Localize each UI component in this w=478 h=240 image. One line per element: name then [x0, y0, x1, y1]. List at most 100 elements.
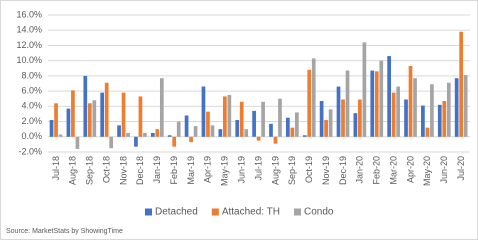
bar [54, 103, 58, 137]
bar [324, 120, 328, 137]
bar [425, 127, 430, 137]
bar [159, 78, 164, 137]
bar [143, 132, 147, 137]
legend-label: Attached: TH [222, 207, 280, 218]
bar [184, 115, 189, 137]
x-tick-label: Jan-20 [355, 156, 365, 184]
x-tick-label: Jul-20 [456, 156, 466, 181]
bar [413, 78, 417, 137]
x-tick-label: Oct-19 [304, 156, 314, 183]
legend-swatch [145, 208, 152, 216]
y-tick-label: 4.0% [21, 101, 42, 111]
bar [442, 101, 447, 137]
bar [256, 136, 261, 141]
bar [437, 104, 442, 137]
bar [155, 129, 160, 137]
bar [362, 42, 367, 137]
bar [261, 101, 265, 137]
bar [396, 86, 400, 137]
bar [87, 103, 92, 137]
bar [328, 109, 333, 137]
bar [408, 65, 413, 137]
bar [430, 84, 434, 137]
bar [75, 136, 80, 149]
bar [319, 101, 324, 137]
bar [210, 125, 215, 137]
x-tick-label: Jul-18 [51, 156, 61, 181]
bar [269, 123, 273, 137]
bar [92, 100, 97, 137]
bar [421, 105, 425, 137]
bar [244, 129, 249, 137]
x-tick-label: Apr-20 [405, 156, 415, 183]
bar [345, 70, 350, 137]
bar [206, 111, 210, 137]
bar [222, 96, 227, 137]
x-tick-label: Nov-19 [321, 156, 331, 185]
bar [387, 56, 391, 137]
x-tick-label: Jan-19 [152, 156, 162, 184]
x-tick-label: Nov-18 [118, 156, 128, 185]
bar [117, 125, 121, 137]
bar [252, 110, 256, 137]
bar [104, 82, 109, 137]
y-tick-label: 16.0% [16, 9, 42, 19]
bar [218, 129, 223, 137]
bar [358, 99, 362, 137]
x-tick-label: Apr-19 [203, 156, 213, 183]
bar [83, 75, 88, 137]
bar [172, 136, 177, 147]
bar [404, 99, 408, 137]
y-tick-label: 12.0% [16, 40, 42, 50]
y-tick-label: 10.0% [16, 55, 42, 65]
x-tick-label: Mar-20 [388, 156, 398, 185]
bar [391, 92, 396, 137]
bar [150, 132, 155, 137]
bar [138, 96, 143, 137]
x-tick-label: Feb-20 [372, 156, 382, 185]
bar [302, 135, 307, 137]
x-tick-label: Dec-18 [135, 156, 145, 185]
bar [295, 112, 299, 137]
bar [370, 70, 375, 137]
bar [273, 136, 278, 144]
legend-swatch [211, 208, 219, 216]
bar [189, 136, 193, 143]
y-tick-label: -2.0% [18, 146, 42, 156]
bar [311, 58, 316, 137]
bar [459, 31, 464, 137]
bar [100, 92, 105, 137]
bar [278, 98, 282, 137]
y-tick-label: 2.0% [21, 116, 42, 126]
x-tick-label: Sep-18 [85, 156, 95, 185]
y-tick-label: 0.0% [21, 131, 42, 141]
bar [290, 127, 295, 137]
bar [71, 90, 75, 137]
bar [167, 135, 172, 137]
bar [49, 120, 54, 137]
legend-label: Condo [304, 207, 334, 218]
x-tick-label: Dec-19 [338, 156, 348, 185]
source-note: Source: MarketStats by ShowingTime [6, 228, 123, 235]
bar [286, 117, 290, 137]
x-tick-label: Mar-19 [186, 156, 196, 185]
bar [341, 99, 345, 137]
x-tick-label: Jun-20 [439, 156, 449, 184]
bar [463, 75, 468, 137]
x-tick-label: Sep-19 [287, 156, 297, 185]
bar [336, 86, 341, 137]
y-tick-label: 14.0% [16, 25, 42, 35]
bar [307, 69, 312, 137]
x-tick-label: Jun-19 [236, 156, 246, 184]
bar [374, 71, 379, 137]
y-tick-label: 8.0% [21, 70, 42, 80]
bar [239, 101, 244, 137]
bar [121, 92, 126, 137]
bar [353, 113, 358, 137]
legend-label: Detached [155, 207, 198, 218]
bar [134, 136, 138, 147]
bar [176, 121, 181, 137]
bar [379, 60, 384, 137]
x-tick-label: Aug-19 [270, 156, 280, 185]
bar [193, 126, 198, 137]
